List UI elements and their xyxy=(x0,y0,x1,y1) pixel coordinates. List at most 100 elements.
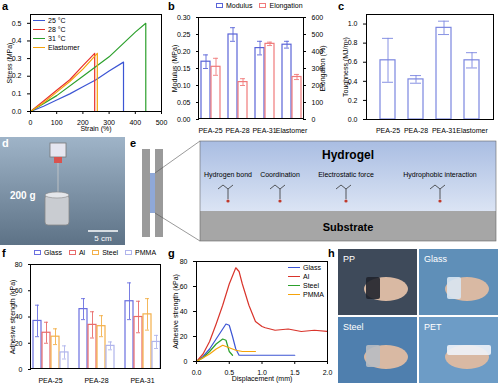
svg-text:0.2: 0.2 xyxy=(347,96,358,104)
svg-text:200: 200 xyxy=(311,81,324,89)
svg-text:0.20: 0.20 xyxy=(177,48,191,55)
svg-text:1.0: 1.0 xyxy=(257,369,267,377)
svg-text:0.30: 0.30 xyxy=(177,14,191,21)
svg-text:100: 100 xyxy=(312,99,324,106)
svg-text:300: 300 xyxy=(103,119,115,127)
html-text:28 °C: 28 °C xyxy=(48,26,66,33)
svg-text:0.0: 0.0 xyxy=(192,369,202,376)
svg-text:PEA-25: PEA-25 xyxy=(376,127,400,134)
svg-text:Strain (%): Strain (%) xyxy=(80,125,111,133)
svg-text:0.4: 0.4 xyxy=(11,37,22,45)
svg-text:Modulus (MPa): Modulus (MPa) xyxy=(171,45,179,92)
html-text:f: f xyxy=(2,247,6,259)
svg-text:Hydrogen bond: Hydrogen bond xyxy=(204,171,252,179)
svg-text:0: 0 xyxy=(19,366,23,373)
svg-text:0.4: 0.4 xyxy=(347,77,358,85)
html-text:Elongation: Elongation xyxy=(269,2,303,9)
svg-text:60: 60 xyxy=(14,287,23,294)
svg-text:PEA-28: PEA-28 xyxy=(404,127,428,134)
svg-text:0.2: 0.2 xyxy=(11,72,22,80)
svg-text:600: 600 xyxy=(312,14,324,21)
html-text:e: e xyxy=(130,137,137,149)
svg-text:0.0: 0.0 xyxy=(12,108,22,115)
svg-text:PEA-28: PEA-28 xyxy=(225,127,249,134)
svg-text:80: 80 xyxy=(15,261,23,268)
svg-text:0.6: 0.6 xyxy=(347,58,358,66)
svg-text:PP: PP xyxy=(343,254,355,264)
svg-text:300: 300 xyxy=(311,64,324,72)
svg-text:Electrostatic force: Electrostatic force xyxy=(318,171,374,178)
svg-text:0.3: 0.3 xyxy=(11,54,22,62)
svg-text:Elastomer: Elastomer xyxy=(276,127,308,134)
html-text:Modulus: Modulus xyxy=(226,2,253,9)
svg-text:0: 0 xyxy=(29,119,33,126)
html-text:b: b xyxy=(168,0,175,12)
svg-text:PEA-28: PEA-28 xyxy=(84,377,108,384)
svg-text:PET: PET xyxy=(424,322,442,332)
svg-text:40: 40 xyxy=(180,308,188,315)
html-text:h: h xyxy=(328,247,335,259)
svg-text:Displacement (mm): Displacement (mm) xyxy=(232,375,293,383)
svg-text:0.05: 0.05 xyxy=(177,99,191,106)
svg-text:0.25: 0.25 xyxy=(177,31,191,38)
svg-text:Elastomer: Elastomer xyxy=(456,127,488,134)
html-text:31 °C: 31 °C xyxy=(48,35,66,42)
svg-text:Stress (MPa): Stress (MPa) xyxy=(6,43,14,84)
svg-text:PEA-31: PEA-31 xyxy=(252,127,276,134)
svg-text:Adhesive strength (kPa): Adhesive strength (kPa) xyxy=(9,280,17,355)
svg-text:0: 0 xyxy=(184,358,188,365)
svg-text:80: 80 xyxy=(180,258,188,265)
svg-text:40: 40 xyxy=(14,313,23,321)
svg-text:500: 500 xyxy=(156,119,168,126)
html-text:Steel: Steel xyxy=(303,282,319,289)
svg-text:0.1: 0.1 xyxy=(12,90,22,97)
svg-text:0.0: 0.0 xyxy=(348,116,358,123)
svg-text:400: 400 xyxy=(311,47,324,55)
html-text:Glass: Glass xyxy=(303,264,321,271)
svg-text:0.15: 0.15 xyxy=(177,65,191,72)
html-text:Steel: Steel xyxy=(102,249,119,256)
svg-text:PEA-31: PEA-31 xyxy=(432,127,456,134)
html-text:g: g xyxy=(168,247,175,259)
html-text:c: c xyxy=(338,0,345,12)
html-text:PMMA: PMMA xyxy=(303,291,324,298)
svg-text:0.5: 0.5 xyxy=(12,20,22,27)
svg-text:20: 20 xyxy=(14,339,23,347)
html-text:d: d xyxy=(2,137,9,149)
svg-text:0.00: 0.00 xyxy=(177,116,191,123)
svg-text:PEA-25: PEA-25 xyxy=(198,127,222,134)
svg-text:0: 0 xyxy=(312,116,316,123)
svg-text:Coordination: Coordination xyxy=(260,171,300,178)
html-text:Al: Al xyxy=(303,273,310,280)
svg-text:PEA-31: PEA-31 xyxy=(130,377,154,384)
svg-text:0.5: 0.5 xyxy=(224,369,235,377)
svg-text:2.0: 2.0 xyxy=(323,369,333,376)
svg-text:0.8: 0.8 xyxy=(347,39,358,47)
html-text:Al: Al xyxy=(78,249,86,256)
svg-text:Hydrophobic interaction: Hydrophobic interaction xyxy=(403,171,477,179)
html-text:PMMA: PMMA xyxy=(135,249,157,256)
svg-text:Steel: Steel xyxy=(343,322,364,332)
svg-text:400: 400 xyxy=(129,119,141,126)
svg-text:1.0: 1.0 xyxy=(348,20,358,27)
svg-text:5 cm: 5 cm xyxy=(94,234,112,243)
html-text:25 °C: 25 °C xyxy=(48,17,66,24)
svg-text:200: 200 xyxy=(77,119,89,127)
svg-text:20: 20 xyxy=(180,333,188,340)
svg-text:60: 60 xyxy=(180,283,188,290)
html-text:a: a xyxy=(2,0,9,12)
svg-text:Hydrogel: Hydrogel xyxy=(322,148,374,162)
svg-text:Toughness (MJ/m³): Toughness (MJ/m³) xyxy=(342,37,350,97)
svg-text:200 g: 200 g xyxy=(10,190,36,201)
svg-text:Adhesive strength (kPa): Adhesive strength (kPa) xyxy=(172,274,180,349)
svg-text:Elongation (%): Elongation (%) xyxy=(319,46,327,92)
svg-text:Substrate: Substrate xyxy=(323,221,374,233)
svg-text:Glass: Glass xyxy=(424,254,448,264)
svg-text:100: 100 xyxy=(51,119,63,126)
html-text:Elastomer: Elastomer xyxy=(48,44,80,51)
svg-text:500: 500 xyxy=(312,31,324,38)
svg-text:1.5: 1.5 xyxy=(289,369,300,377)
html-text:Glass: Glass xyxy=(44,249,62,256)
svg-text:PEA-25: PEA-25 xyxy=(38,377,62,384)
svg-text:0.10: 0.10 xyxy=(177,82,191,89)
